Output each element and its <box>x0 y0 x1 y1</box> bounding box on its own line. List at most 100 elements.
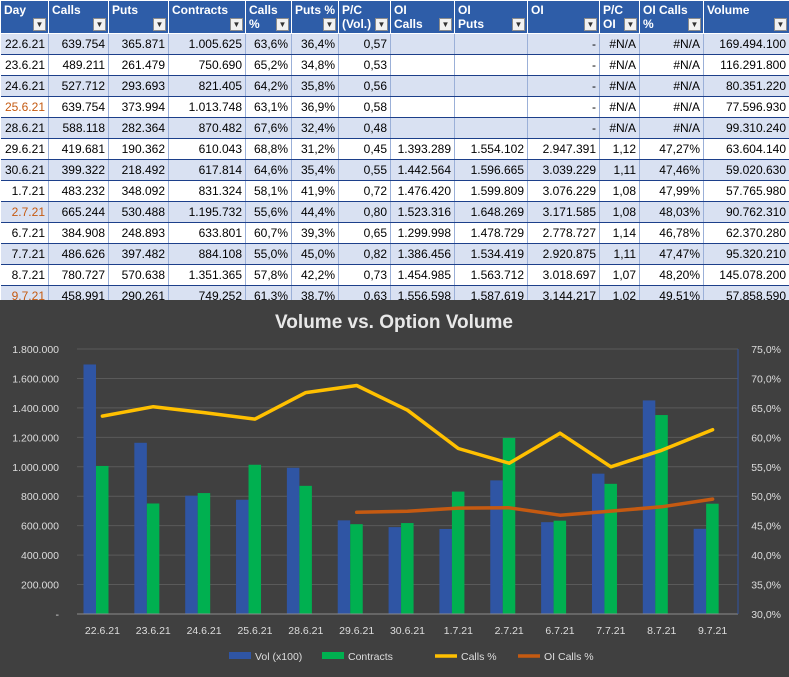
cell-oi-puts[interactable] <box>454 33 528 55</box>
cell-puts-pct[interactable]: 34,8% <box>291 54 339 76</box>
filter-dropdown-icon[interactable]: ▼ <box>774 18 787 31</box>
cell-calls[interactable]: 486.626 <box>48 243 109 265</box>
cell-pc-oi[interactable]: 1,11 <box>599 243 640 265</box>
cell-oi-calls-pct[interactable]: #N/A <box>639 54 704 76</box>
cell-oi-calls[interactable] <box>390 33 455 55</box>
cell-pc-oi[interactable]: 1,07 <box>599 264 640 286</box>
cell-volume[interactable]: 116.291.800 <box>703 54 789 76</box>
cell-pc-oi[interactable]: 1,14 <box>599 222 640 244</box>
cell-oi[interactable]: 3.039.229 <box>527 159 600 181</box>
cell-oi-calls[interactable] <box>390 54 455 76</box>
cell-oi[interactable]: - <box>527 54 600 76</box>
cell-pc-vol[interactable]: 0,45 <box>338 138 391 160</box>
cell-calls-pct[interactable]: 65,2% <box>245 54 292 76</box>
cell-calls-pct[interactable]: 55,6% <box>245 201 292 223</box>
cell-pc-vol[interactable]: 0,55 <box>338 159 391 181</box>
cell-oi-calls[interactable]: 1.299.998 <box>390 222 455 244</box>
cell-oi-puts[interactable]: 1.596.665 <box>454 159 528 181</box>
cell-contracts[interactable]: 617.814 <box>168 159 246 181</box>
cell-pc-vol[interactable]: 0,48 <box>338 117 391 139</box>
filter-dropdown-icon[interactable]: ▼ <box>624 18 637 31</box>
cell-puts[interactable]: 282.364 <box>108 117 169 139</box>
cell-puts[interactable]: 248.893 <box>108 222 169 244</box>
cell-oi-calls-pct[interactable]: 47,99% <box>639 180 704 202</box>
cell-oi[interactable]: 2.778.727 <box>527 222 600 244</box>
cell-puts[interactable]: 218.492 <box>108 159 169 181</box>
cell-oi-puts[interactable]: 1.599.809 <box>454 180 528 202</box>
cell-pc-vol[interactable]: 0,58 <box>338 96 391 118</box>
cell-oi-puts[interactable] <box>454 75 528 97</box>
cell-pc-oi[interactable]: #N/A <box>599 96 640 118</box>
cell-oi-puts[interactable]: 1.478.729 <box>454 222 528 244</box>
cell-oi-puts[interactable] <box>454 54 528 76</box>
cell-day[interactable]: 23.6.21 <box>0 54 49 76</box>
cell-puts[interactable]: 348.092 <box>108 180 169 202</box>
cell-calls-pct[interactable]: 68,8% <box>245 138 292 160</box>
cell-puts-pct[interactable]: 45,0% <box>291 243 339 265</box>
cell-calls[interactable]: 639.754 <box>48 96 109 118</box>
cell-day[interactable]: 1.7.21 <box>0 180 49 202</box>
filter-dropdown-icon[interactable]: ▼ <box>33 18 46 31</box>
cell-pc-vol[interactable]: 0,57 <box>338 33 391 55</box>
cell-volume[interactable]: 63.604.140 <box>703 138 789 160</box>
cell-volume[interactable]: 57.765.980 <box>703 180 789 202</box>
cell-contracts[interactable]: 750.690 <box>168 54 246 76</box>
cell-oi-calls-pct[interactable]: #N/A <box>639 33 704 55</box>
cell-pc-vol[interactable]: 0,82 <box>338 243 391 265</box>
cell-oi[interactable]: 2.920.875 <box>527 243 600 265</box>
cell-contracts[interactable]: 870.482 <box>168 117 246 139</box>
cell-pc-oi[interactable]: 1,12 <box>599 138 640 160</box>
filter-dropdown-icon[interactable]: ▼ <box>93 18 106 31</box>
cell-oi[interactable]: 3.018.697 <box>527 264 600 286</box>
cell-oi-puts[interactable]: 1.563.712 <box>454 264 528 286</box>
cell-contracts[interactable]: 610.043 <box>168 138 246 160</box>
filter-dropdown-icon[interactable]: ▼ <box>153 18 166 31</box>
cell-puts-pct[interactable]: 39,3% <box>291 222 339 244</box>
cell-volume[interactable]: 77.596.930 <box>703 96 789 118</box>
cell-volume[interactable]: 95.320.210 <box>703 243 789 265</box>
cell-oi-calls[interactable] <box>390 96 455 118</box>
filter-dropdown-icon[interactable]: ▼ <box>512 18 525 31</box>
cell-day[interactable]: 7.7.21 <box>0 243 49 265</box>
cell-oi[interactable]: - <box>527 117 600 139</box>
cell-pc-vol[interactable]: 0,80 <box>338 201 391 223</box>
cell-oi-calls[interactable]: 1.523.316 <box>390 201 455 223</box>
cell-oi-calls-pct[interactable]: 48,03% <box>639 201 704 223</box>
cell-oi-calls[interactable]: 1.454.985 <box>390 264 455 286</box>
cell-day[interactable]: 29.6.21 <box>0 138 49 160</box>
cell-puts-pct[interactable]: 41,9% <box>291 180 339 202</box>
cell-calls-pct[interactable]: 63,6% <box>245 33 292 55</box>
cell-oi-calls[interactable]: 1.393.289 <box>390 138 455 160</box>
cell-puts[interactable]: 365.871 <box>108 33 169 55</box>
cell-oi-calls[interactable] <box>390 117 455 139</box>
cell-volume[interactable]: 62.370.280 <box>703 222 789 244</box>
cell-contracts[interactable]: 1.195.732 <box>168 201 246 223</box>
cell-oi-calls-pct[interactable]: #N/A <box>639 117 704 139</box>
cell-pc-vol[interactable]: 0,56 <box>338 75 391 97</box>
cell-pc-oi[interactable]: #N/A <box>599 117 640 139</box>
cell-pc-oi[interactable]: 1,08 <box>599 201 640 223</box>
cell-oi[interactable]: - <box>527 33 600 55</box>
cell-oi-calls[interactable]: 1.442.564 <box>390 159 455 181</box>
filter-dropdown-icon[interactable]: ▼ <box>276 18 289 31</box>
cell-day[interactable]: 22.6.21 <box>0 33 49 55</box>
cell-contracts[interactable]: 1.351.365 <box>168 264 246 286</box>
cell-oi-calls[interactable]: 1.386.456 <box>390 243 455 265</box>
cell-oi-calls-pct[interactable]: #N/A <box>639 96 704 118</box>
cell-calls[interactable]: 399.322 <box>48 159 109 181</box>
cell-oi-puts[interactable]: 1.534.419 <box>454 243 528 265</box>
cell-pc-oi[interactable]: #N/A <box>599 54 640 76</box>
cell-oi-puts[interactable]: 1.554.102 <box>454 138 528 160</box>
cell-calls[interactable]: 489.211 <box>48 54 109 76</box>
cell-volume[interactable]: 59.020.630 <box>703 159 789 181</box>
cell-pc-vol[interactable]: 0,73 <box>338 264 391 286</box>
cell-pc-vol[interactable]: 0,65 <box>338 222 391 244</box>
cell-oi-calls-pct[interactable]: 47,47% <box>639 243 704 265</box>
cell-calls-pct[interactable]: 64,6% <box>245 159 292 181</box>
cell-oi-calls-pct[interactable]: 47,46% <box>639 159 704 181</box>
cell-puts[interactable]: 261.479 <box>108 54 169 76</box>
cell-puts[interactable]: 293.693 <box>108 75 169 97</box>
filter-dropdown-icon[interactable]: ▼ <box>375 18 388 31</box>
cell-contracts[interactable]: 1.013.748 <box>168 96 246 118</box>
cell-oi-calls-pct[interactable]: 48,20% <box>639 264 704 286</box>
